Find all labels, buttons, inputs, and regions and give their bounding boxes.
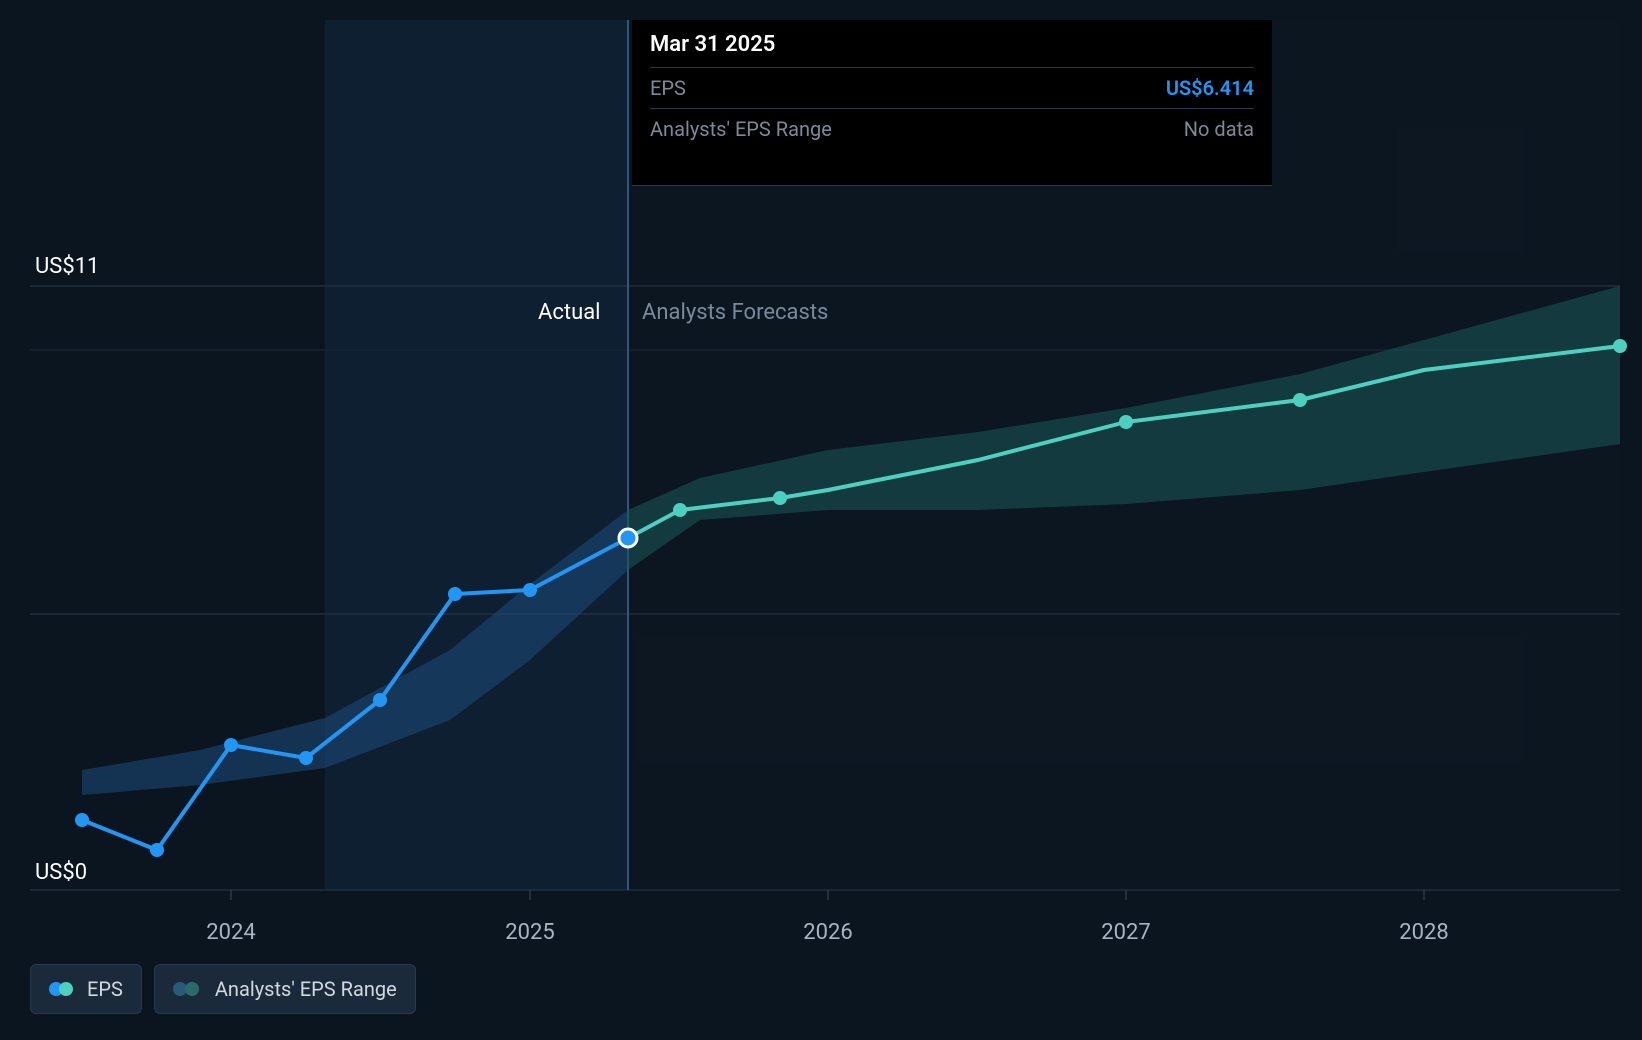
legend-item-range[interactable]: Analysts' EPS Range — [154, 964, 416, 1014]
x-axis-tick: 2025 — [505, 920, 554, 945]
eps-forecast-chart: Mar 31 2025 EPS US$6.414 Analysts' EPS R… — [0, 0, 1642, 1040]
tooltip-eps-value: US$6.414 — [1166, 76, 1254, 100]
tooltip-date: Mar 31 2025 — [650, 32, 1254, 68]
x-axis-tick: 2026 — [803, 920, 852, 945]
chart-tooltip: Mar 31 2025 EPS US$6.414 Analysts' EPS R… — [632, 20, 1272, 186]
y-axis-label: US$0 — [35, 860, 87, 885]
x-axis-tick: 2024 — [206, 920, 255, 945]
x-axis-tick: 2028 — [1399, 920, 1448, 945]
chart-legend: EPS Analysts' EPS Range — [30, 964, 416, 1014]
legend-label: Analysts' EPS Range — [215, 977, 397, 1001]
tooltip-row-eps: EPS US$6.414 — [650, 68, 1254, 109]
split-label-actual: Actual — [538, 300, 601, 325]
x-axis-tick: 2027 — [1101, 920, 1150, 945]
tooltip-eps-label: EPS — [650, 76, 686, 100]
legend-swatch-eps — [49, 982, 77, 996]
legend-label: EPS — [87, 977, 123, 1001]
legend-swatch-range — [173, 982, 205, 996]
tooltip-range-label: Analysts' EPS Range — [650, 117, 832, 141]
y-axis-label: US$11 — [35, 254, 99, 279]
split-label-forecast: Analysts Forecasts — [642, 300, 828, 325]
tooltip-range-value: No data — [1184, 117, 1254, 141]
legend-item-eps[interactable]: EPS — [30, 964, 142, 1014]
tooltip-row-range: Analysts' EPS Range No data — [650, 109, 1254, 149]
